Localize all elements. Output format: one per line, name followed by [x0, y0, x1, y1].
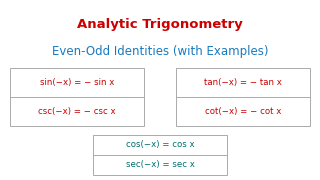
Text: sin(−x) = − sin x: sin(−x) = − sin x	[40, 78, 114, 87]
FancyBboxPatch shape	[176, 68, 310, 126]
Text: tan(−x) = − tan x: tan(−x) = − tan x	[204, 78, 282, 87]
Text: Analytic Trigonometry: Analytic Trigonometry	[77, 18, 243, 31]
Text: Even-Odd Identities (with Examples): Even-Odd Identities (with Examples)	[52, 45, 268, 58]
Text: csc(−x) = − csc x: csc(−x) = − csc x	[38, 107, 116, 116]
FancyBboxPatch shape	[10, 68, 144, 126]
Text: sec(−x) = sec x: sec(−x) = sec x	[125, 160, 195, 169]
FancyBboxPatch shape	[93, 135, 227, 175]
Text: cos(−x) = cos x: cos(−x) = cos x	[126, 140, 194, 149]
Text: cot(−x) = − cot x: cot(−x) = − cot x	[205, 107, 281, 116]
